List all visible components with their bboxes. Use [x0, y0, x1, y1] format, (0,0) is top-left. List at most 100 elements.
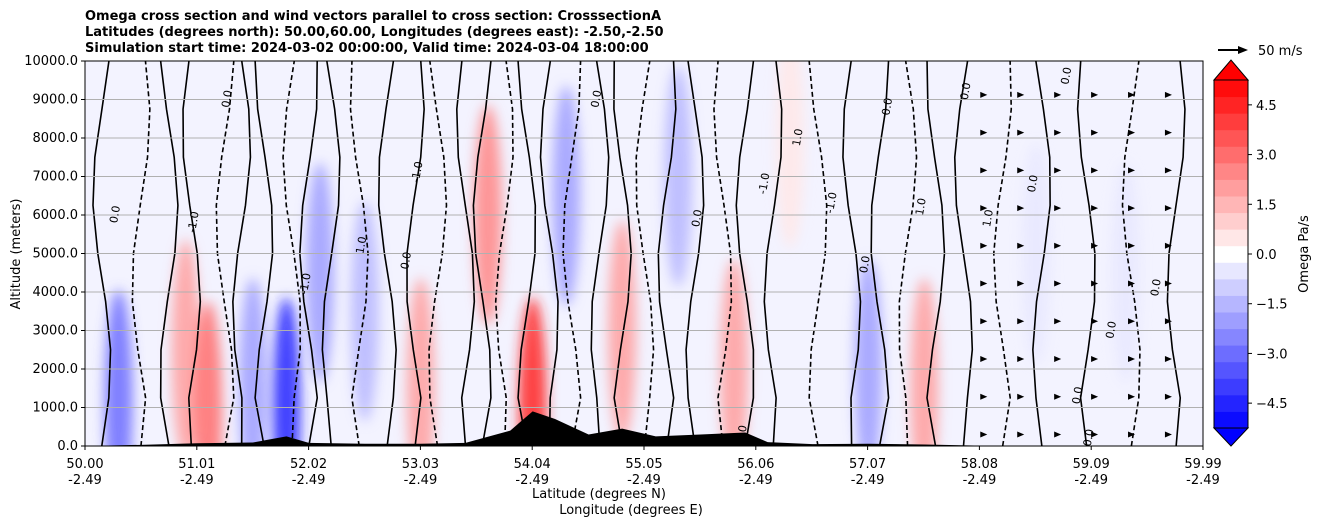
y-tick-label: 1000.0 — [33, 401, 79, 416]
x-tick-label-lon: -2.49 — [1186, 473, 1220, 488]
chart-title-line-3: Simulation start time: 2024-03-02 00:00:… — [85, 41, 649, 56]
wind-vector-arrow — [1054, 393, 1062, 400]
y-tick-label: 2000.0 — [33, 362, 79, 377]
wind-vector-arrow — [980, 167, 988, 174]
x-tick-label-lon: -2.49 — [68, 473, 102, 488]
wind-vector-arrow — [1054, 318, 1062, 325]
omega-field-patch — [104, 289, 133, 446]
wind-vector-arrow — [980, 431, 988, 438]
colorbar-segment — [1214, 229, 1248, 247]
colorbar-segment — [1214, 295, 1248, 313]
wind-vector-arrow — [1164, 431, 1172, 438]
y-axis-label: Altitude (meters) — [9, 199, 24, 310]
wind-vector-arrow — [1164, 129, 1172, 136]
wind-vector-arrow — [1091, 167, 1099, 174]
omega-field-patch — [1111, 162, 1140, 383]
wind-vector-arrow — [1017, 431, 1025, 438]
colorbar-segment — [1214, 262, 1248, 280]
omega-field-patch — [720, 259, 749, 446]
x-tick-label-lon: -2.49 — [515, 473, 549, 488]
wind-vector-arrow — [1091, 431, 1099, 438]
wind-vector-arrow — [1054, 280, 1062, 287]
colorbar: 4.5 3.0 1.5 0.0 −1.5 −3.0 −4.5 — [1212, 59, 1288, 447]
wind-vector-arrow — [1054, 129, 1062, 136]
wind-vector-arrow — [1128, 91, 1136, 98]
vector-key-arrowhead — [1238, 46, 1248, 54]
x-tick-label-lon: -2.49 — [1074, 473, 1108, 488]
x-tick-label-lat: 53.03 — [402, 457, 439, 472]
colorbar-segment — [1214, 146, 1248, 164]
omega-field-patch — [406, 278, 435, 446]
contour-label: 0.0 — [398, 251, 414, 270]
wind-vector-arrow — [1128, 167, 1136, 174]
colorbar-segment — [1214, 411, 1248, 429]
wind-vector-arrow — [1017, 280, 1025, 287]
contour-label: -1.0 — [756, 172, 773, 195]
plot-area: 0.0 0.0 0.0 1.0 1.0 -1.0 -1.0 0.0 1.0 0.0 -1.0 0.0 1… — [85, 61, 1203, 447]
contour-label: 0.0 — [588, 89, 604, 108]
chart-title-line-2: Latitudes (degrees north): 50.00,60.00, … — [85, 25, 664, 40]
wind-vector-arrow — [980, 280, 988, 287]
contour-label: 0.0 — [107, 205, 123, 224]
colorbar-segment — [1214, 361, 1248, 379]
colorbar-segment — [1214, 312, 1248, 330]
wind-vector-arrow — [980, 318, 988, 325]
colorbar-segment — [1214, 378, 1248, 396]
x-tick-label-lat: 59.99 — [1184, 457, 1221, 472]
wind-vector-arrow — [980, 129, 988, 136]
x-tick-label-lat: 52.02 — [290, 457, 327, 472]
wind-vector-arrow — [1017, 318, 1025, 325]
contour-label: 0.0 — [689, 208, 705, 227]
colorbar-segment — [1214, 394, 1248, 412]
colorbar-label: Omega Pa/s — [1297, 215, 1312, 293]
wind-vector-arrow — [1017, 129, 1025, 136]
wind-vector-arrow — [1128, 242, 1136, 249]
contour-label: 0.0 — [1081, 428, 1097, 447]
wind-vector-arrow — [1054, 91, 1062, 98]
colorbar-segment — [1214, 345, 1248, 363]
wind-vector-arrow — [980, 91, 988, 98]
wind-vector-arrow — [1164, 355, 1172, 362]
colorbar-tick-label: 4.5 — [1256, 99, 1277, 114]
colorbar-segment — [1214, 212, 1248, 230]
wind-vector-arrow — [1091, 91, 1099, 98]
wind-vector-arrow — [1128, 355, 1136, 362]
wind-vector-arrow — [1164, 91, 1172, 98]
x-tick-label-lat: 50.00 — [66, 457, 103, 472]
contour-label: 1.0 — [980, 208, 996, 227]
contour-label: 0.0 — [219, 89, 235, 108]
x-tick-label-lat: 55.05 — [625, 457, 662, 472]
y-tick-label: 5000.0 — [33, 247, 79, 262]
contour-label: 0.0 — [958, 81, 974, 100]
x-tick-label-lon: -2.49 — [963, 473, 997, 488]
wind-vector-arrow — [1017, 167, 1025, 174]
colorbar-segment — [1214, 245, 1248, 263]
wind-vector-arrow — [1128, 205, 1136, 212]
x-tick-label-lon: -2.49 — [627, 473, 661, 488]
x-axis-label-latitude: Latitude (degrees N) — [532, 487, 666, 502]
x-tick-label-lon: -2.49 — [404, 473, 438, 488]
y-tick-label: 8000.0 — [33, 131, 79, 146]
wind-vector-arrow — [1091, 242, 1099, 249]
colorbar-tick-label: −4.5 — [1256, 397, 1288, 412]
contour-label: -1.0 — [823, 191, 840, 214]
x-tick-label-lat: 58.08 — [961, 457, 998, 472]
colorbar-segment — [1214, 162, 1248, 180]
colorbar-segment — [1214, 129, 1248, 147]
colorbar-segment — [1214, 278, 1248, 296]
contour-label: 1.0 — [790, 128, 806, 147]
contour-label: 0.0 — [879, 97, 895, 116]
colorbar-segment — [1214, 196, 1248, 214]
wind-vector-arrow — [1091, 355, 1099, 362]
x-axis-label-longitude: Longitude (degrees E) — [559, 503, 703, 518]
x-tick-label-lon: -2.49 — [851, 473, 885, 488]
x-tick-label-lat: 56.06 — [737, 457, 774, 472]
omega-field-patch — [518, 297, 547, 446]
colorbar-segment — [1214, 179, 1248, 197]
wind-vector-arrow — [1017, 205, 1025, 212]
colorbar-tick-label: 1.5 — [1256, 198, 1277, 213]
wind-vector-arrow — [980, 242, 988, 249]
wind-vector-arrow — [1017, 355, 1025, 362]
wind-vector-arrow — [1091, 280, 1099, 287]
y-tick-label: 0.0 — [57, 439, 78, 454]
